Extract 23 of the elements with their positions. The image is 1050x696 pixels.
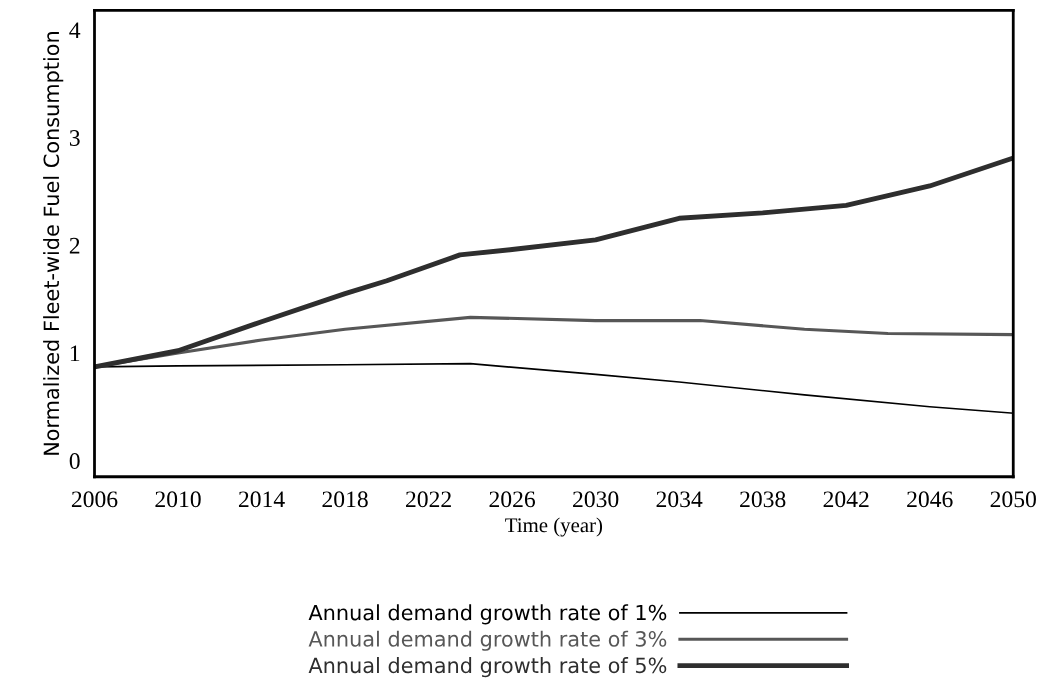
x-tick-label: 2050 — [990, 491, 1036, 508]
x-tick-label: 2026 — [489, 491, 536, 508]
line-series — [94, 155, 1014, 370]
y-tick-label: 4 — [69, 22, 81, 39]
x-tick-label: 2010 — [155, 491, 201, 508]
x-axis-title: Time (year) — [505, 517, 603, 537]
y-tick-label: 3 — [69, 130, 80, 146]
x-tick-label: 2006 — [71, 491, 118, 508]
x-tick-label: 2014 — [238, 491, 285, 508]
y-tick-label: 2 — [69, 237, 80, 254]
text: Annual demand growth rate of 5% — [308, 657, 667, 678]
x-tick-label: 2042 — [823, 491, 869, 508]
y-tick-label: 0 — [69, 453, 80, 470]
x-tick-label: 2034 — [656, 491, 703, 508]
y-tick-label: 1 — [70, 345, 80, 362]
y-axis-title: Normalized Fleet-wide Fuel Consumption — [43, 32, 64, 455]
x-tick-label: 2038 — [740, 491, 786, 508]
x-tick-label: 2018 — [322, 491, 368, 508]
x-tick-label: 2030 — [573, 491, 619, 508]
text: Annual demand growth rate of 3% — [308, 630, 667, 651]
text: Annual demand growth rate of 1% — [308, 604, 667, 625]
x-tick-label: 2022 — [406, 491, 451, 508]
x-tick-label: 2046 — [907, 491, 953, 508]
